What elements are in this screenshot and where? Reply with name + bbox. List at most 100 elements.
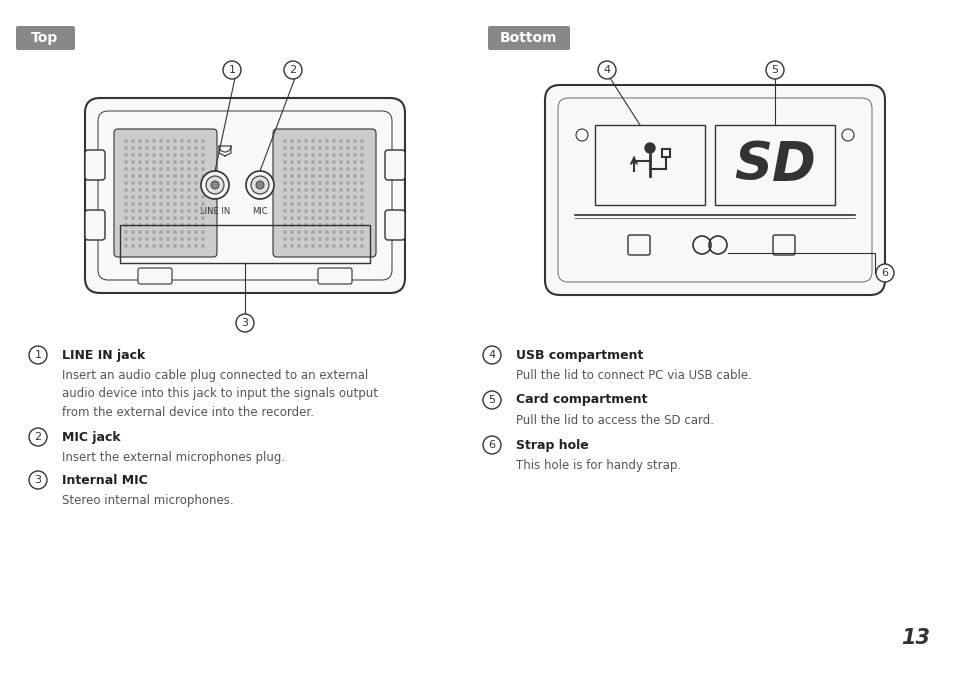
Circle shape: [172, 202, 177, 206]
Circle shape: [359, 195, 364, 199]
Circle shape: [283, 139, 287, 143]
Circle shape: [325, 237, 329, 241]
Circle shape: [138, 146, 142, 150]
Circle shape: [187, 244, 191, 248]
Circle shape: [338, 174, 343, 178]
Circle shape: [338, 167, 343, 171]
Circle shape: [131, 188, 135, 192]
Bar: [120, 225, 370, 263]
Circle shape: [332, 167, 335, 171]
Circle shape: [332, 139, 335, 143]
Circle shape: [145, 244, 149, 248]
Circle shape: [145, 139, 149, 143]
Circle shape: [124, 174, 128, 178]
Circle shape: [131, 181, 135, 185]
Circle shape: [304, 202, 308, 206]
Circle shape: [346, 146, 350, 150]
Circle shape: [152, 195, 156, 199]
Circle shape: [290, 195, 294, 199]
Circle shape: [124, 195, 128, 199]
Circle shape: [159, 181, 163, 185]
Circle shape: [145, 160, 149, 164]
Circle shape: [159, 167, 163, 171]
Circle shape: [290, 174, 294, 178]
Circle shape: [353, 160, 356, 164]
Circle shape: [180, 195, 184, 199]
Circle shape: [193, 160, 198, 164]
Text: Card compartment: Card compartment: [516, 394, 647, 406]
Circle shape: [317, 216, 322, 220]
Circle shape: [311, 209, 314, 213]
Circle shape: [359, 209, 364, 213]
Circle shape: [325, 160, 329, 164]
Text: Bottom: Bottom: [499, 31, 558, 45]
FancyBboxPatch shape: [138, 268, 172, 284]
Circle shape: [187, 237, 191, 241]
Circle shape: [332, 174, 335, 178]
Circle shape: [201, 153, 205, 157]
Circle shape: [283, 188, 287, 192]
Circle shape: [187, 230, 191, 234]
Circle shape: [124, 167, 128, 171]
Circle shape: [138, 230, 142, 234]
Circle shape: [29, 346, 47, 364]
Bar: [595, 125, 704, 205]
Circle shape: [317, 188, 322, 192]
Circle shape: [145, 181, 149, 185]
Circle shape: [346, 167, 350, 171]
Circle shape: [332, 223, 335, 227]
Circle shape: [201, 244, 205, 248]
Circle shape: [290, 244, 294, 248]
Circle shape: [131, 230, 135, 234]
Circle shape: [172, 167, 177, 171]
Text: This hole is for handy strap.: This hole is for handy strap.: [516, 459, 680, 472]
Circle shape: [304, 181, 308, 185]
Text: 6: 6: [488, 440, 495, 450]
Text: MIC: MIC: [252, 207, 268, 216]
Circle shape: [201, 167, 205, 171]
Circle shape: [138, 244, 142, 248]
Circle shape: [172, 160, 177, 164]
Circle shape: [353, 237, 356, 241]
Circle shape: [29, 428, 47, 446]
Circle shape: [145, 209, 149, 213]
Circle shape: [180, 202, 184, 206]
Circle shape: [325, 153, 329, 157]
Circle shape: [353, 139, 356, 143]
Circle shape: [304, 188, 308, 192]
Circle shape: [166, 195, 170, 199]
Circle shape: [353, 209, 356, 213]
Circle shape: [296, 202, 301, 206]
Circle shape: [152, 209, 156, 213]
Circle shape: [296, 237, 301, 241]
Circle shape: [332, 195, 335, 199]
Circle shape: [159, 216, 163, 220]
FancyBboxPatch shape: [488, 26, 569, 50]
Circle shape: [304, 153, 308, 157]
Circle shape: [131, 174, 135, 178]
Circle shape: [166, 223, 170, 227]
Circle shape: [296, 244, 301, 248]
Circle shape: [304, 146, 308, 150]
Circle shape: [180, 153, 184, 157]
FancyBboxPatch shape: [16, 26, 75, 50]
Circle shape: [159, 146, 163, 150]
Circle shape: [311, 167, 314, 171]
Circle shape: [131, 167, 135, 171]
Circle shape: [338, 146, 343, 150]
Circle shape: [166, 139, 170, 143]
Circle shape: [159, 237, 163, 241]
Circle shape: [166, 188, 170, 192]
Circle shape: [166, 244, 170, 248]
Circle shape: [187, 216, 191, 220]
Circle shape: [152, 139, 156, 143]
Circle shape: [138, 160, 142, 164]
Circle shape: [317, 195, 322, 199]
Circle shape: [180, 223, 184, 227]
Circle shape: [346, 188, 350, 192]
Text: 3: 3: [241, 318, 248, 328]
Circle shape: [211, 181, 219, 189]
Circle shape: [311, 139, 314, 143]
Circle shape: [131, 244, 135, 248]
Circle shape: [159, 160, 163, 164]
